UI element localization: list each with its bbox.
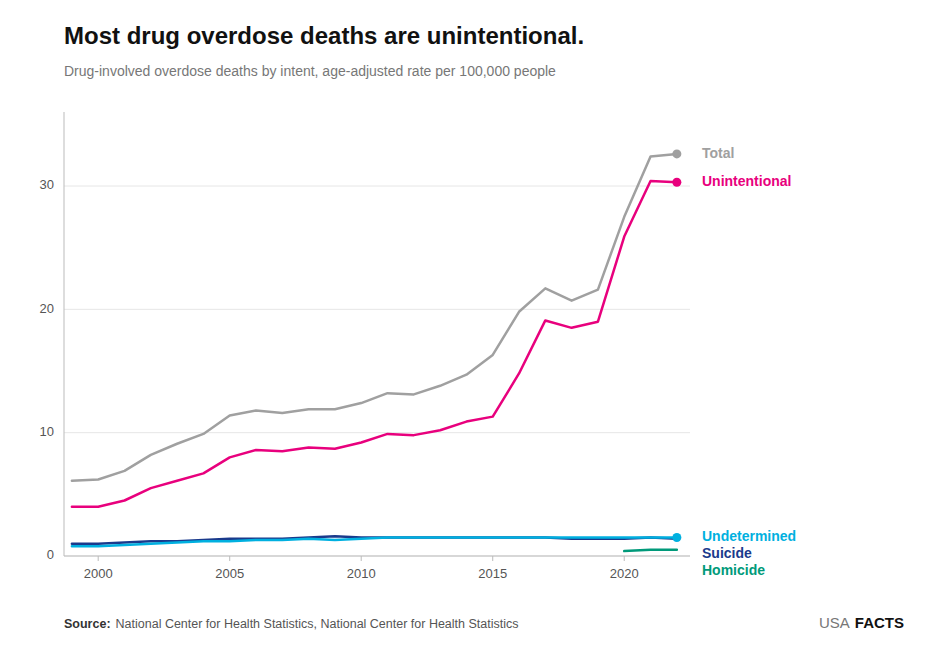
grid-line (64, 556, 690, 557)
series-label: Unintentional (702, 173, 791, 189)
series-line (624, 550, 677, 551)
y-tick-label: 0 (47, 547, 54, 562)
x-tick-label: 2010 (347, 566, 376, 581)
series-group (72, 149, 681, 551)
end-dot (672, 533, 681, 542)
x-tick-label: 2005 (215, 566, 244, 581)
grid-line (64, 186, 690, 187)
x-tick (492, 556, 493, 561)
series-label: Homicide (702, 562, 765, 578)
x-tick (229, 556, 230, 561)
grid-line (64, 309, 690, 310)
credit: USA FACTS (819, 614, 904, 631)
x-tick-label: 2015 (478, 566, 507, 581)
series-line (72, 181, 677, 507)
chart: Most drug overdose deaths are unintentio… (0, 0, 928, 661)
series-labels: Total Unintentional UndeterminedSuicideHom… (702, 145, 796, 579)
x-tick-label: 2020 (610, 566, 639, 581)
grid-line (64, 432, 690, 433)
subtitle: Drug-involved overdose deaths by intent,… (64, 63, 556, 79)
y-tick-label: 20 (40, 301, 54, 316)
y-tick-label: 10 (40, 424, 54, 439)
x-tick (98, 556, 99, 561)
grid (64, 186, 690, 556)
end-dot (672, 178, 681, 187)
series-line (72, 538, 677, 547)
series-line (72, 154, 677, 481)
y-axis-line (64, 112, 65, 556)
x-axis-line (64, 556, 690, 557)
source-label: Source: (64, 617, 111, 631)
source-text: National Center for Health Statistics, N… (116, 617, 519, 631)
x-tick (624, 556, 625, 561)
x-tick (361, 556, 362, 561)
credit-part: FACTS (855, 614, 904, 631)
source: Source: National Center for Health Statis… (64, 617, 519, 631)
credit-part: USA (819, 614, 850, 631)
x-tick-label: 2000 (84, 566, 113, 581)
end-dot (672, 149, 681, 158)
series-label: Undetermined (702, 528, 796, 544)
series-label: Suicide (702, 545, 752, 561)
series-label: Total (702, 145, 734, 161)
title: Most drug overdose deaths are unintentio… (64, 22, 584, 49)
y-tick-label: 30 (40, 177, 54, 192)
